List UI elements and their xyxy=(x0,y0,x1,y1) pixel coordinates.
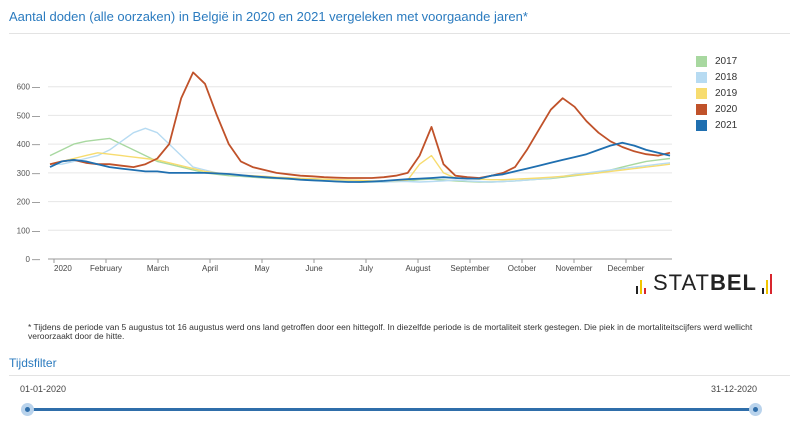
legend-label: 2017 xyxy=(715,55,738,67)
y-tick-mark: — xyxy=(32,255,40,264)
logo-text: STATBEL xyxy=(653,270,757,295)
footnote: * Tijdens de periode van 5 augustus tot … xyxy=(28,323,753,340)
legend-swatch xyxy=(696,119,707,131)
time-filter-divider xyxy=(9,375,790,376)
x-tick-label: April xyxy=(202,264,218,273)
y-tick-label: 600 xyxy=(17,83,31,92)
legend-label: 2018 xyxy=(715,71,738,83)
x-tick-label: September xyxy=(450,264,489,273)
end-date-label: 31-12-2020 xyxy=(711,384,758,394)
legend-item-2018[interactable]: 2018 xyxy=(696,69,737,85)
y-tick-label: 500 xyxy=(17,111,31,120)
x-tick-label: December xyxy=(608,264,645,273)
legend-item-2017[interactable]: 2017 xyxy=(696,53,737,69)
statbel-logo: STATBEL xyxy=(636,269,772,297)
legend-swatch xyxy=(696,71,707,83)
legend-item-2019[interactable]: 2019 xyxy=(696,85,737,101)
legend-item-2021[interactable]: 2021 xyxy=(696,117,737,133)
end-date-handle[interactable] xyxy=(749,403,762,416)
y-tick-label: 0 xyxy=(26,255,31,264)
chart-legend: 2017 2018 2019 2020 2021 xyxy=(696,53,737,133)
legend-item-2020[interactable]: 2020 xyxy=(696,101,737,117)
x-tick-label: July xyxy=(359,264,373,273)
x-tick-label: May xyxy=(254,264,269,273)
x-tick-label: August xyxy=(406,264,432,273)
y-tick-label: 100 xyxy=(17,226,31,235)
legend-swatch xyxy=(696,103,707,115)
chart-title: Aantal doden (alle oorzaken) in België i… xyxy=(9,9,528,24)
legend-swatch xyxy=(696,87,707,99)
x-tick-label: November xyxy=(556,264,593,273)
y-tick-mark: — xyxy=(32,111,40,120)
y-tick-mark: — xyxy=(32,83,40,92)
legend-label: 2020 xyxy=(715,103,738,115)
series-line-2020 xyxy=(49,71,671,179)
legend-swatch xyxy=(696,55,707,67)
y-tick-label: 400 xyxy=(17,140,31,149)
start-date-handle[interactable] xyxy=(21,403,34,416)
y-tick-mark: — xyxy=(32,140,40,149)
time-range-slider-track[interactable] xyxy=(27,408,756,411)
legend-label: 2019 xyxy=(715,87,738,99)
y-tick-mark: — xyxy=(32,169,40,178)
series-line-2021 xyxy=(49,141,671,183)
logo-bars-right xyxy=(761,272,774,294)
y-tick-label: 200 xyxy=(17,198,31,207)
legend-label: 2021 xyxy=(715,119,738,131)
logo-bars-left xyxy=(636,272,648,294)
x-tick-label: June xyxy=(305,264,323,273)
y-tick-mark: — xyxy=(32,226,40,235)
time-filter-title: Tijdsfilter xyxy=(9,356,57,370)
x-tick-label: 2020 xyxy=(54,264,72,273)
start-date-label: 01-01-2020 xyxy=(20,384,67,394)
y-tick-label: 300 xyxy=(17,169,31,178)
y-tick-mark: — xyxy=(32,198,40,207)
x-tick-label: March xyxy=(147,264,169,273)
mortality-line-chart: 0 —100 —200 —300 —400 —500 —600— 2020 February M… xyxy=(17,71,672,273)
x-tick-label: February xyxy=(90,264,122,273)
x-tick-label: October xyxy=(508,264,537,273)
title-divider xyxy=(9,33,790,34)
